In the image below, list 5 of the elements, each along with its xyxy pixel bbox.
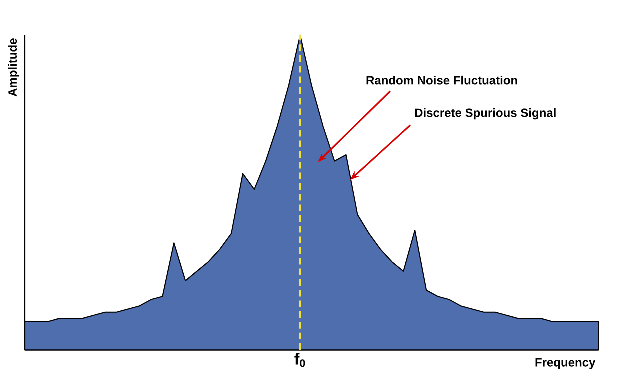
y-axis-title: Amplitude	[8, 38, 20, 97]
text: f$_{0}$	[294, 353, 306, 368]
annotation: Random Noise Fluctuation	[366, 76, 518, 85]
x-axis-title: Frequency	[536, 358, 596, 370]
annotation: Discrete Spurious Signal	[415, 108, 556, 120]
